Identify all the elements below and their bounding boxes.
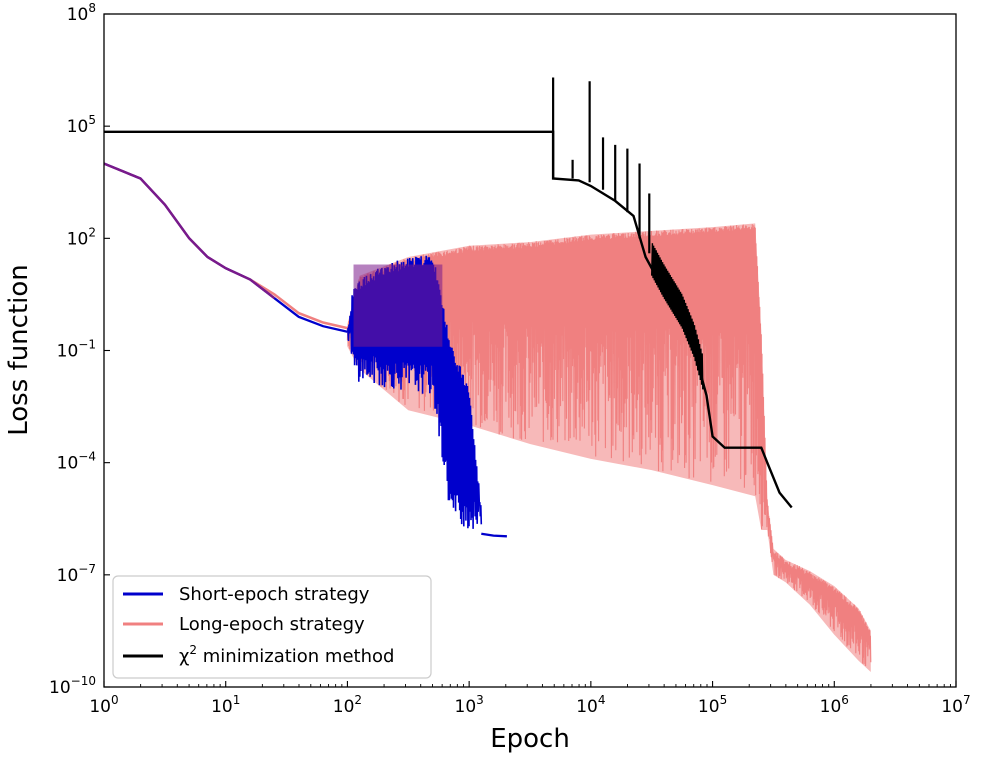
legend-chi-rest: minimization method [197, 646, 394, 667]
y-tick-label: 10−7 [57, 562, 96, 586]
series-overlap-line [103, 162, 276, 300]
x-tick-label: 101 [211, 693, 240, 717]
legend: Short-epoch strategy Long-epoch strategy… [112, 575, 432, 679]
y-tick-exponent: −10 [71, 674, 96, 688]
x-tick-base: 10 [211, 697, 233, 717]
y-axis-title: Loss function [4, 264, 34, 436]
y-tick-base: 10 [67, 229, 89, 249]
x-tick-base: 10 [941, 697, 963, 717]
x-tick-exponent: 0 [111, 693, 119, 707]
x-tick-label: 106 [820, 693, 849, 717]
y-tick-label: 102 [67, 225, 96, 249]
y-tick-label: 10−10 [49, 674, 96, 698]
x-tick-exponent: 6 [841, 693, 849, 707]
x-axis-title: Epoch [490, 724, 570, 754]
legend-chi-symbol: χ [179, 646, 189, 667]
y-tick-label: 108 [67, 1, 96, 25]
x-tick-exponent: 3 [476, 693, 484, 707]
x-tick-base: 10 [698, 697, 720, 717]
legend-label-chi2: χ2 minimization method [179, 643, 394, 667]
y-tick-base: 10 [57, 342, 79, 362]
y-tick-exponent: −1 [78, 338, 96, 352]
x-tick-label: 104 [576, 693, 605, 717]
legend-chi-superscript: 2 [189, 643, 197, 657]
x-tick-label: 103 [455, 693, 484, 717]
series-overlap-region [353, 264, 443, 347]
x-tick-exponent: 1 [233, 693, 241, 707]
x-tick-base: 10 [576, 697, 598, 717]
y-tick-exponent: 2 [88, 225, 96, 239]
y-tick-base: 10 [67, 5, 89, 25]
y-tick-exponent: −7 [78, 562, 96, 576]
y-tick-exponent: 8 [88, 1, 96, 15]
y-tick-label: 10−4 [57, 450, 96, 474]
x-tick-exponent: 2 [354, 693, 362, 707]
x-tick-exponent: 5 [720, 693, 728, 707]
legend-box [112, 575, 432, 679]
y-tick-label: 105 [67, 113, 96, 137]
x-tick-label: 102 [333, 693, 362, 717]
axis-ticks: 100 101 102 103 104 105 106 10710810510210−110−… [49, 1, 971, 717]
y-tick-label: 10−1 [57, 338, 96, 362]
x-tick-exponent: 7 [963, 693, 971, 707]
series-chi2-oscillation [651, 243, 704, 390]
y-tick-exponent: −4 [78, 450, 96, 464]
x-tick-exponent: 4 [598, 693, 606, 707]
y-tick-base: 10 [57, 454, 79, 474]
y-tick-exponent: 5 [88, 113, 96, 127]
x-tick-label: 105 [698, 693, 727, 717]
x-tick-base: 10 [333, 697, 355, 717]
y-tick-base: 10 [57, 566, 79, 586]
legend-label-long-epoch: Long-epoch strategy [179, 614, 365, 635]
y-tick-base: 10 [67, 117, 89, 137]
x-tick-base: 10 [455, 697, 477, 717]
x-tick-label: 100 [89, 693, 118, 717]
y-tick-base: 10 [49, 678, 71, 698]
x-tick-base: 10 [89, 697, 111, 717]
plot-area [103, 77, 872, 672]
x-tick-label: 107 [941, 693, 970, 717]
legend-label-short-epoch: Short-epoch strategy [179, 584, 370, 605]
series-short-epoch-tail [481, 532, 507, 538]
x-tick-base: 10 [820, 697, 842, 717]
